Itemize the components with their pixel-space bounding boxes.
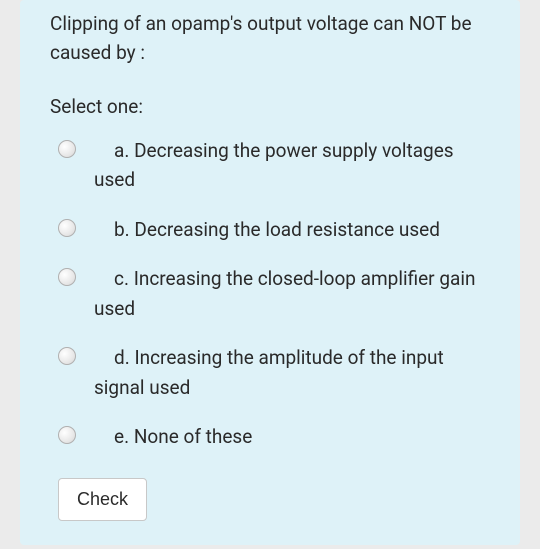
radio-c[interactable] (58, 268, 76, 286)
radio-e[interactable] (58, 426, 76, 444)
option-a[interactable]: a. Decreasing the power supply voltages … (58, 136, 490, 195)
option-c-label: c. Increasing the closed-loop amplifier … (94, 264, 490, 323)
radio-b[interactable] (58, 219, 76, 237)
option-c-text: Increasing the closed-loop amplifier gai… (94, 267, 475, 319)
radio-d[interactable] (58, 347, 76, 365)
option-a-label: a. Decreasing the power supply voltages … (94, 136, 490, 195)
option-e-text: None of these (134, 425, 252, 448)
option-d-letter: d. (114, 346, 130, 369)
option-d-text: Increasing the amplitude of the input si… (94, 346, 444, 398)
option-b-text: Decreasing the load resistance used (134, 218, 440, 241)
check-button[interactable]: Check (58, 478, 147, 521)
option-d[interactable]: d. Increasing the amplitude of the input… (58, 343, 490, 402)
option-a-text: Decreasing the power supply voltages use… (94, 139, 454, 191)
option-a-letter: a. (114, 139, 129, 162)
radio-a[interactable] (58, 140, 76, 158)
quiz-card: Clipping of an opamp's output voltage ca… (20, 0, 520, 545)
option-c[interactable]: c. Increasing the closed-loop amplifier … (58, 264, 490, 323)
option-b-label: b. Decreasing the load resistance used (94, 215, 450, 244)
option-c-letter: c. (114, 267, 129, 290)
options-list: a. Decreasing the power supply voltages … (50, 136, 490, 452)
option-e-label: e. None of these (94, 422, 262, 451)
option-e[interactable]: e. None of these (58, 422, 490, 451)
option-d-label: d. Increasing the amplitude of the input… (94, 343, 490, 402)
option-b[interactable]: b. Decreasing the load resistance used (58, 215, 490, 244)
option-b-letter: b. (114, 218, 130, 241)
select-prompt: Select one: (50, 95, 490, 118)
question-text: Clipping of an opamp's output voltage ca… (50, 10, 490, 67)
option-e-letter: e. (114, 425, 129, 448)
